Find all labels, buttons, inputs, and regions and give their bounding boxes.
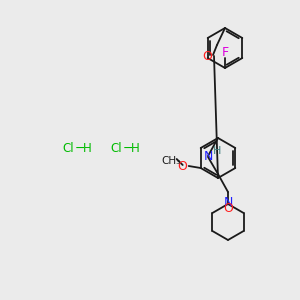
Text: −: −: [123, 142, 134, 154]
Text: Cl: Cl: [62, 142, 74, 154]
Text: Cl: Cl: [110, 142, 122, 154]
Text: N: N: [223, 196, 233, 209]
Text: O: O: [202, 50, 212, 64]
Text: F: F: [221, 46, 229, 59]
Text: O: O: [223, 202, 233, 215]
Text: N: N: [203, 151, 213, 164]
Text: CH₃: CH₃: [161, 156, 180, 166]
Text: H: H: [213, 146, 221, 156]
Text: H: H: [83, 142, 92, 154]
Text: H: H: [131, 142, 140, 154]
Text: −: −: [75, 142, 86, 154]
Text: O: O: [178, 160, 188, 173]
